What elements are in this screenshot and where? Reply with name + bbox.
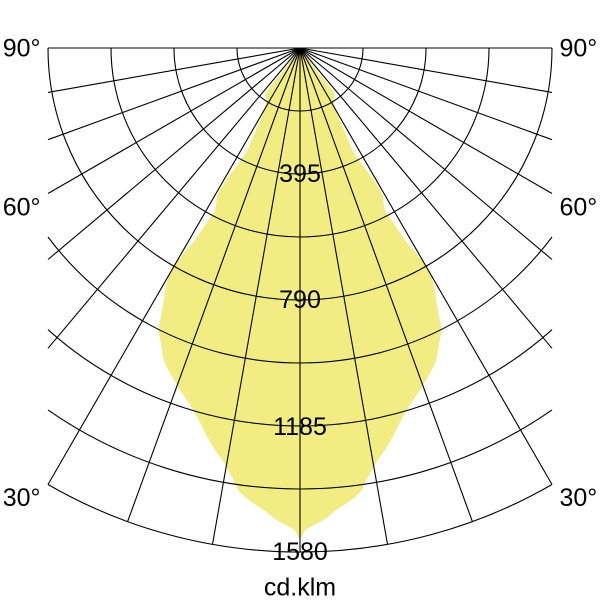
svg-text:30°: 30° bbox=[3, 484, 41, 512]
svg-text:1185: 1185 bbox=[273, 413, 327, 441]
svg-text:1580: 1580 bbox=[272, 538, 328, 566]
svg-text:395: 395 bbox=[279, 160, 321, 188]
svg-text:60°: 60° bbox=[3, 194, 41, 222]
svg-text:60°: 60° bbox=[560, 194, 598, 222]
svg-text:30°: 30° bbox=[560, 484, 598, 512]
svg-text:cd.klm: cd.klm bbox=[264, 574, 336, 600]
svg-text:90°: 90° bbox=[3, 35, 41, 63]
svg-text:790: 790 bbox=[279, 286, 321, 314]
svg-text:90°: 90° bbox=[560, 35, 598, 63]
